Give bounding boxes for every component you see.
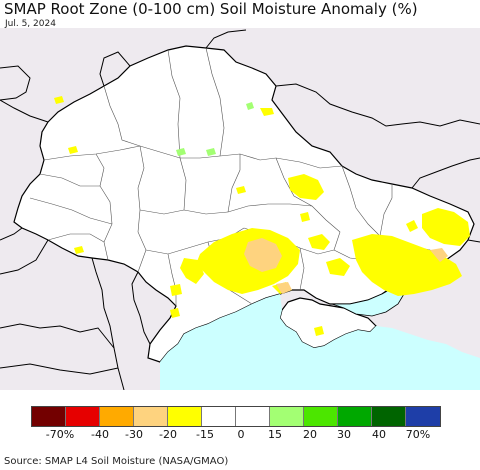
legend-label: 30 [337, 428, 351, 441]
legend-swatch-4 [134, 407, 168, 426]
legend-label: 20 [303, 428, 317, 441]
legend-swatch-12 [406, 407, 440, 426]
legend-swatch-5 [168, 407, 202, 426]
legend-label: -30 [125, 428, 143, 441]
legend-label: -70% [45, 428, 75, 441]
sea-of-azov [331, 285, 405, 317]
legend-label: 40 [372, 428, 386, 441]
strong-dry-patches [244, 238, 448, 294]
ukraine-land [13, 45, 475, 363]
legend-swatch-7 [236, 407, 270, 426]
legend-swatch-10 [338, 407, 372, 426]
legend-label: -15 [196, 428, 214, 441]
legend-label: -20 [159, 428, 177, 441]
legend-swatch-11 [372, 407, 406, 426]
legend-swatch-9 [304, 407, 338, 426]
soil-moisture-map [0, 28, 480, 390]
legend-labels: -70% -40 -30 -20 -15 0 15 20 30 40 70% [31, 428, 451, 442]
legend-swatch-3 [100, 407, 134, 426]
neighbour-borders [0, 29, 480, 390]
legend-label: 0 [237, 428, 245, 441]
legend-label: 70% [405, 428, 431, 441]
source-note: Source: SMAP L4 Soil Moisture (NASA/GMAO… [4, 456, 229, 467]
legend-swatch-2 [66, 407, 100, 426]
legend-swatch-8 [270, 407, 304, 426]
legend-label: 15 [268, 428, 282, 441]
legend-color-bar [31, 406, 441, 427]
legend-swatch-6 [202, 407, 236, 426]
map-title: SMAP Root Zone (0-100 cm) Soil Moisture … [4, 0, 418, 18]
legend-swatch-1 [32, 407, 66, 426]
wet-anomaly-patches [176, 102, 254, 156]
black-sea [160, 294, 480, 390]
legend-label: -40 [91, 428, 109, 441]
map-date: Jul. 5, 2024 [5, 19, 56, 29]
